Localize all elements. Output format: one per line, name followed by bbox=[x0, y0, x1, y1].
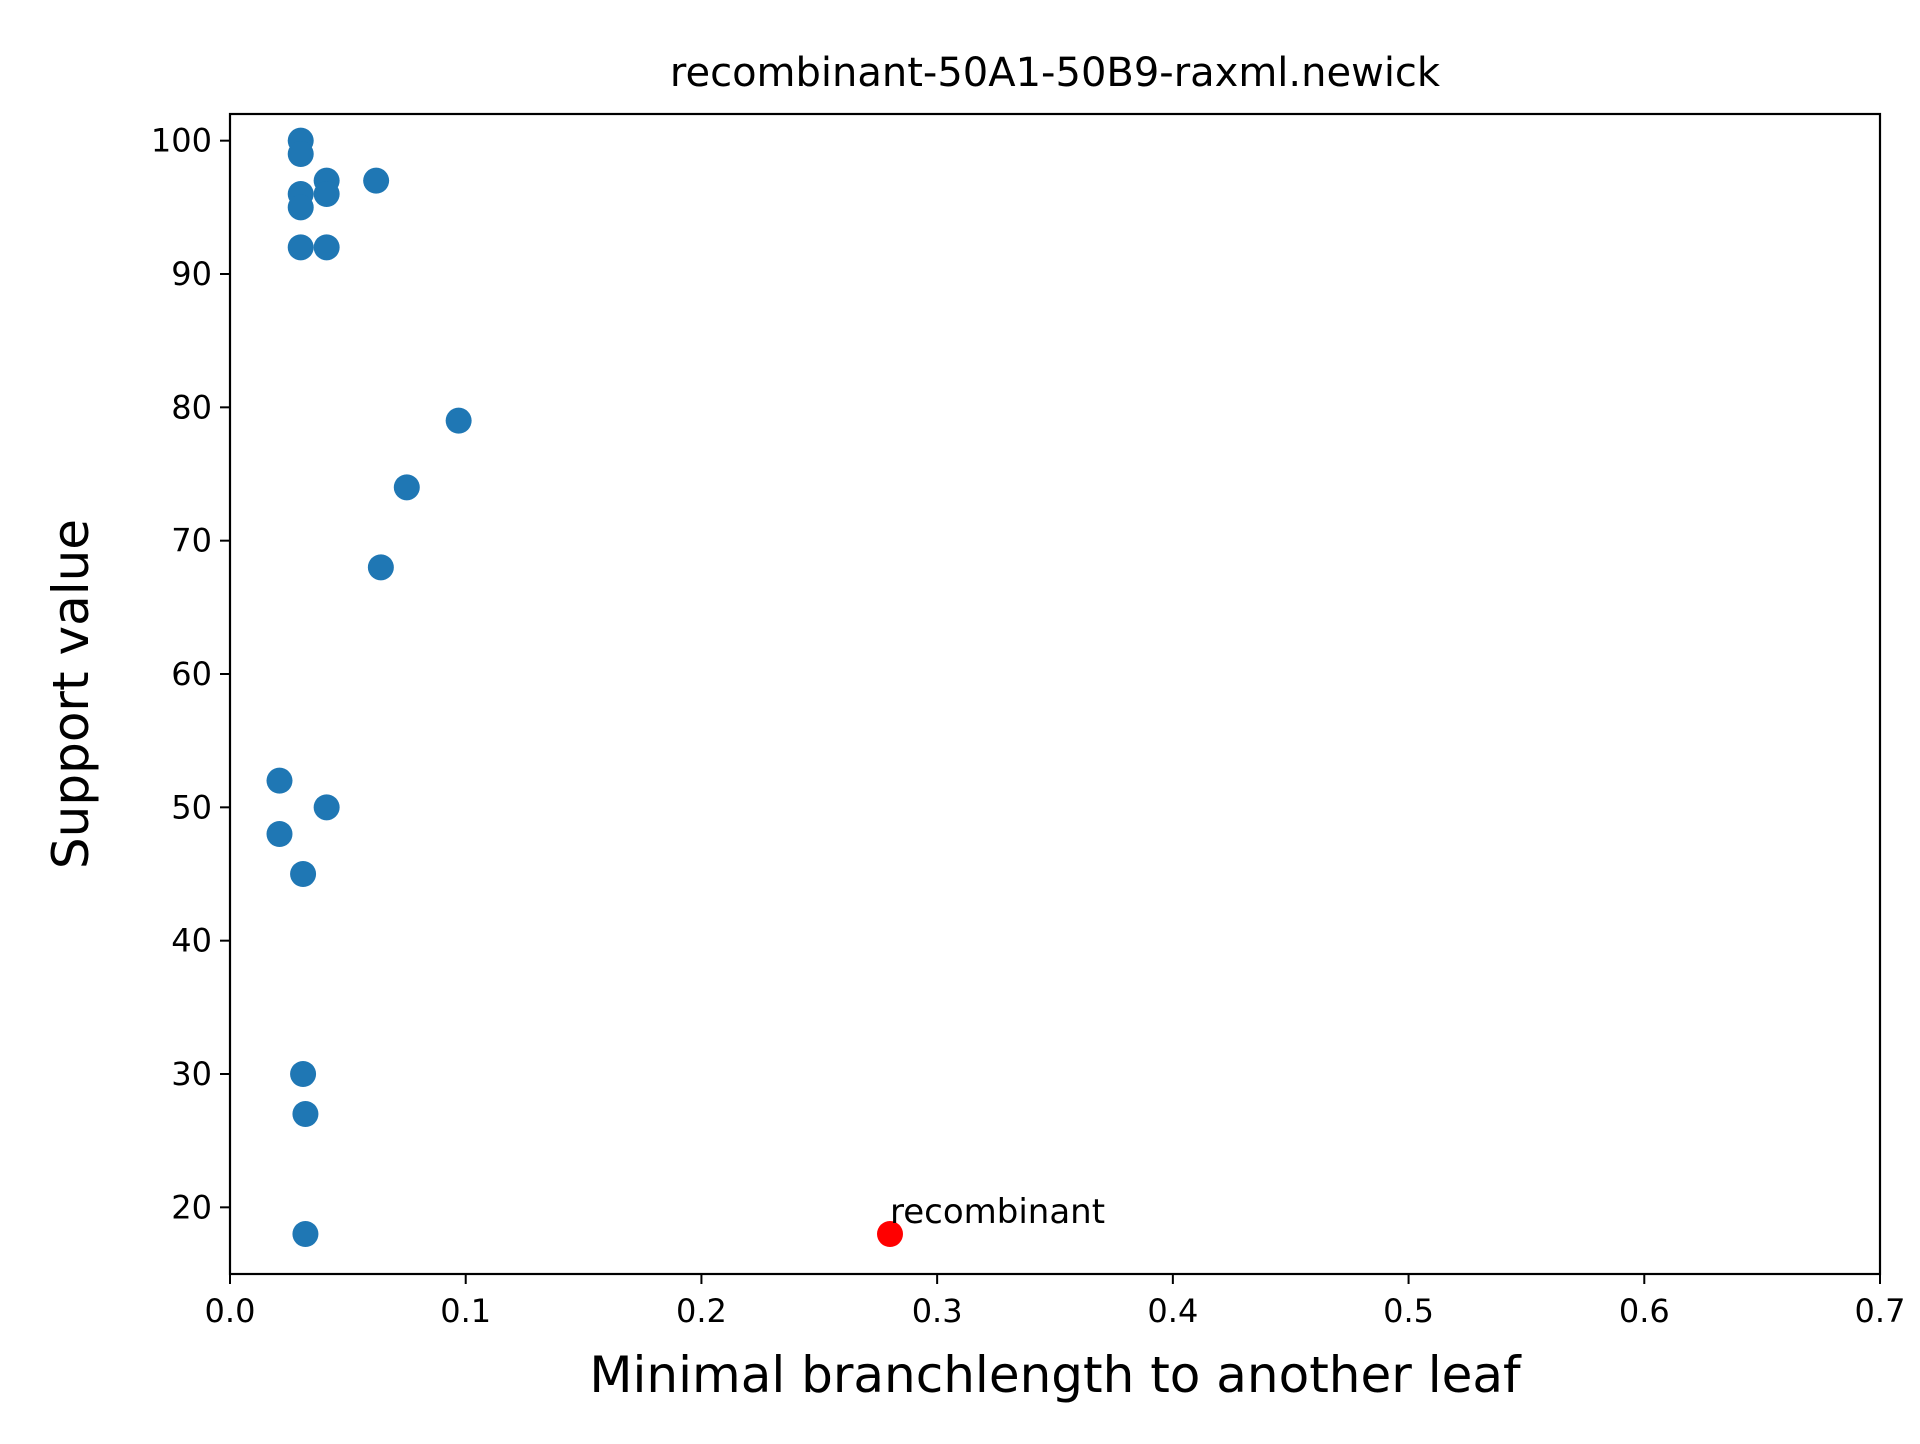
highlight-label: recombinant bbox=[890, 1192, 1105, 1232]
y-tick-label: 90 bbox=[171, 255, 212, 293]
chart-title: recombinant-50A1-50B9-raxml.newick bbox=[670, 50, 1441, 96]
plot-frame bbox=[228, 112, 1882, 1276]
y-axis: 20 30 40 50 60 70 80 90 100 bbox=[151, 122, 230, 1226]
scatter-point bbox=[287, 141, 314, 167]
scatter-point bbox=[313, 794, 340, 821]
chart-marks: recombinant bbox=[266, 127, 1105, 1247]
y-tick-label: 100 bbox=[151, 122, 212, 160]
scatter-point bbox=[290, 861, 317, 887]
scatter-point bbox=[393, 474, 420, 501]
y-tick-label: 40 bbox=[171, 922, 212, 960]
scatter-point bbox=[266, 767, 293, 794]
x-tick-label: 0.0 bbox=[205, 1292, 256, 1330]
y-tick-label: 60 bbox=[171, 655, 212, 693]
x-tick-label: 0.3 bbox=[912, 1292, 963, 1330]
scatter-point bbox=[287, 234, 314, 261]
x-tick-label: 0.6 bbox=[1619, 1292, 1670, 1330]
y-tick-label: 20 bbox=[171, 1188, 212, 1226]
scatter-point bbox=[363, 167, 390, 194]
scatter-point bbox=[313, 234, 340, 261]
x-tick-label: 0.4 bbox=[1147, 1292, 1198, 1330]
x-tick-label: 0.1 bbox=[440, 1292, 491, 1330]
x-axis-title: Minimal branchlength to another leaf bbox=[589, 1346, 1522, 1404]
x-tick-label: 0.5 bbox=[1383, 1292, 1434, 1330]
y-tick-label: 50 bbox=[171, 788, 212, 826]
x-tick-label: 0.7 bbox=[1855, 1292, 1906, 1330]
y-tick-label: 80 bbox=[171, 388, 212, 426]
scatter-point bbox=[287, 194, 314, 221]
scatter-point bbox=[266, 821, 293, 847]
scatter-point bbox=[367, 554, 394, 581]
y-tick-label: 30 bbox=[171, 1055, 212, 1093]
y-axis-title: Support value bbox=[42, 519, 100, 869]
x-axis: 0.0 0.1 0.2 0.3 0.4 0.5 0.6 0.7 bbox=[205, 1274, 1906, 1330]
scatter-point bbox=[292, 1101, 319, 1127]
y-tick-label: 70 bbox=[171, 522, 212, 560]
highlight-point bbox=[877, 1221, 903, 1247]
x-tick-label: 0.2 bbox=[676, 1292, 727, 1330]
scatter-point bbox=[292, 1221, 319, 1247]
scatter-point bbox=[313, 181, 340, 207]
scatter-point bbox=[290, 1061, 317, 1087]
scatter-point bbox=[445, 407, 472, 434]
